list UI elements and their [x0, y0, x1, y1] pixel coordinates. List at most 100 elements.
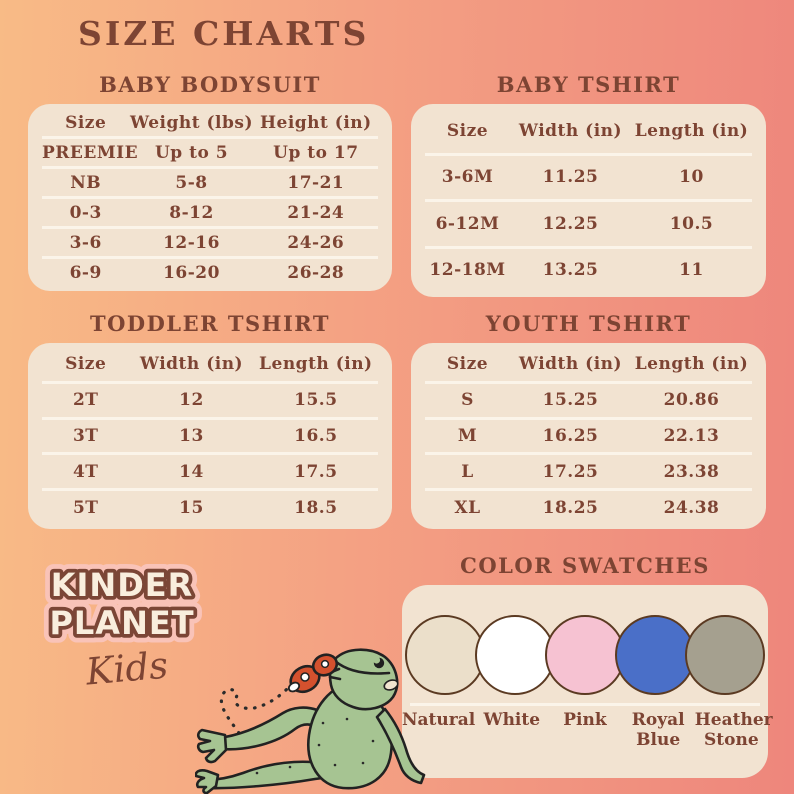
value-cell: 5-8: [175, 172, 208, 193]
toddler-tshirt-section: TODDLER TSHIRT Size Width (in) Length (in)…: [28, 311, 392, 529]
value-cell: 15.25: [542, 390, 599, 411]
column-header: Size: [65, 112, 107, 133]
dotted-flight-trail-icon: [219, 686, 290, 735]
size-cell: L: [461, 461, 474, 482]
column-header: Height (in): [259, 112, 372, 133]
value-cell: 12-16: [163, 232, 220, 253]
value-cell: 11: [679, 260, 704, 281]
size-cell: NB: [70, 172, 102, 193]
table-row: 6-12M 12.25 10.5: [425, 202, 752, 249]
swatch-circle-pink: [545, 615, 625, 695]
value-cell: 22.13: [663, 425, 720, 446]
value-cell: 24.38: [663, 497, 720, 518]
value-cell: 20.86: [663, 390, 720, 411]
youth-tshirt-table: Size Width (in) Length (in) S 15.25 20.86 M 16.…: [411, 343, 766, 529]
table-row: 3-6 12-16 24-26: [42, 229, 378, 259]
table-row: M 16.25 22.13: [425, 420, 752, 456]
table-row: 3-6M 11.25 10: [425, 156, 752, 202]
value-cell: 10.5: [669, 213, 714, 234]
swatch-labels-row: Natural White Pink Royal Blue Heather Stone: [402, 710, 773, 750]
value-cell: 15: [179, 497, 204, 518]
value-cell: Up to 17: [273, 142, 359, 163]
swatch-circles-row: [402, 615, 768, 695]
svg-text:PLANET: PLANET: [49, 604, 194, 642]
frog-butterfly-illustration: [195, 648, 426, 794]
size-cell: 6-12M: [435, 213, 500, 234]
size-cell: 0-3: [69, 202, 102, 223]
table-row: 6-9 16-20 26-28: [42, 259, 378, 286]
youth-tshirt-section: YOUTH TSHIRT Size Width (in) Length (in) S 1…: [411, 311, 766, 529]
baby-bodysuit-title: BABY BODYSUIT: [99, 72, 321, 97]
logo-word-kinder: KINDER: [51, 566, 194, 604]
table-row: 5T 15 18.5: [42, 491, 378, 524]
table-row: PREEMIE Up to 5 Up to 17: [42, 139, 378, 169]
toddler-tshirt-title: TODDLER TSHIRT: [89, 311, 331, 336]
column-header: Length (in): [634, 354, 749, 375]
value-cell: 23.38: [663, 461, 720, 482]
value-cell: 13.25: [542, 260, 599, 281]
value-cell: Up to 5: [154, 142, 229, 163]
swatch-label: Pink: [563, 710, 607, 730]
swatch-label: Heather Stone: [694, 710, 773, 750]
table-row: XL 18.25 24.38: [425, 491, 752, 524]
value-cell: 21-24: [287, 202, 345, 223]
baby-tshirt-table: Size Width (in) Length (in) 3-6M 11.25 10 6-12…: [411, 104, 766, 297]
size-cell: 3-6M: [441, 167, 494, 188]
column-header: Size: [446, 354, 489, 375]
value-cell: 18.25: [542, 497, 599, 518]
table-row: 4T 14 17.5: [42, 455, 378, 492]
table-row: 2T 12 15.5: [42, 384, 378, 420]
swatch-circle-heather-stone: [685, 615, 765, 695]
column-header: Width (in): [518, 354, 623, 375]
table-row: 12-18M 13.25 11: [425, 249, 752, 293]
value-cell: 26-28: [287, 262, 345, 283]
swatch-label: White: [483, 710, 541, 730]
swatch-circle-natural: [405, 615, 485, 695]
column-header: Width (in): [518, 120, 623, 141]
logo-word-glow: KINDER: [51, 566, 194, 604]
size-cell: XL: [454, 497, 481, 518]
value-cell: 18.5: [294, 497, 338, 518]
value-cell: 16.5: [294, 425, 338, 446]
value-cell: 14: [179, 461, 204, 482]
value-cell: 12: [179, 390, 204, 411]
size-cell: S: [461, 390, 474, 411]
baby-tshirt-title: BABY TSHIRT: [496, 72, 681, 97]
value-cell: 8-12: [169, 202, 214, 223]
value-cell: 16.25: [542, 425, 599, 446]
baby-bodysuit-table: Size Weight (lbs) Height (in) PREEMIE Up to …: [28, 104, 392, 291]
value-cell: 24-26: [287, 232, 345, 253]
swatch-circle-white: [475, 615, 555, 695]
table-row: 0-3 8-12 21-24: [42, 199, 378, 229]
table-header-row: Size Weight (lbs) Height (in): [42, 109, 378, 139]
size-cell: 12-18M: [429, 260, 506, 281]
table-row: L 17.25 23.38: [425, 455, 752, 492]
baby-bodysuit-section: BABY BODYSUIT Size Weight (lbs) Height (in…: [28, 72, 392, 291]
kinder-planet-logo: KINDER PLANET KINDER PLANET KINDER PLANE…: [41, 558, 202, 694]
swatch-circle-royal-blue: [615, 615, 695, 695]
table-row: S 15.25 20.86: [425, 384, 752, 420]
value-cell: 17.25: [542, 461, 599, 482]
table-row: NB 5-8 17-21: [42, 169, 378, 199]
swatch-label: Natural: [402, 710, 476, 730]
toddler-tshirt-table: Size Width (in) Length (in) 2T 12 15.5 3T 13 16.…: [28, 343, 392, 529]
logo-word-outline: KINDER: [51, 566, 194, 604]
youth-tshirt-title: YOUTH TSHIRT: [485, 311, 692, 336]
column-header: Width (in): [139, 354, 244, 375]
size-cell: 6-9: [69, 262, 102, 283]
value-cell: 11.25: [542, 167, 599, 188]
value-cell: 16-20: [163, 262, 220, 283]
swatch-divider: [410, 703, 760, 706]
size-cell: 2T: [72, 390, 99, 411]
page-title: SIZE CHARTS: [78, 14, 370, 53]
size-cell: M: [457, 425, 478, 446]
size-cell: 4T: [72, 461, 99, 482]
column-header: Weight (lbs): [130, 112, 254, 133]
column-header: Length (in): [634, 120, 749, 141]
size-cell: 3T: [72, 425, 99, 446]
value-cell: 13: [179, 425, 204, 446]
value-cell: 10: [679, 167, 704, 188]
color-swatches-title: COLOR SWATCHES: [460, 553, 710, 578]
logo-word-planet: PLANET: [49, 604, 194, 642]
value-cell: 17.5: [294, 461, 338, 482]
